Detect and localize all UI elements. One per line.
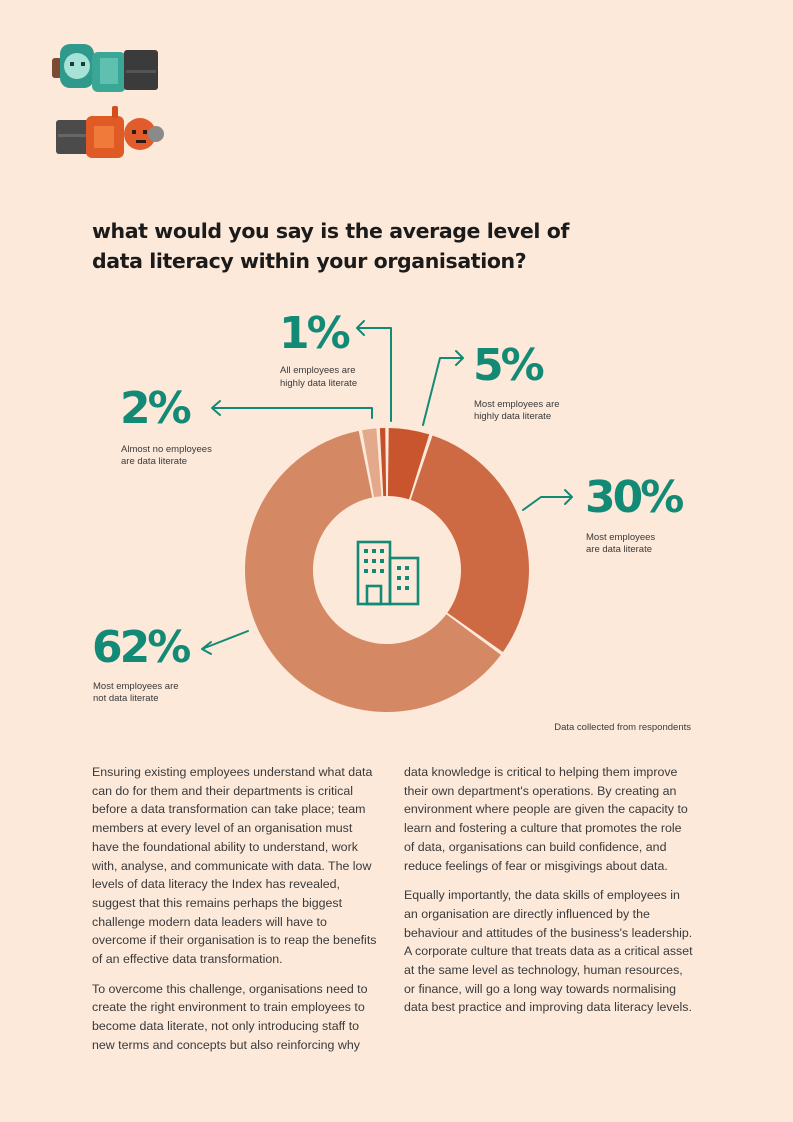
desc-label-5-line1: Most employees are [474, 399, 560, 410]
donut-segment-2pct [362, 428, 382, 498]
desc-label-62-line2: not data literate [93, 693, 159, 704]
pct-label-30: 30% [585, 472, 683, 523]
donut-segment-5pct [387, 428, 430, 500]
desc-label-2-line2: are data literate [121, 456, 187, 467]
paragraph: Equally importantly, the data skills of … [404, 888, 693, 1015]
donut-segment-30pct [410, 435, 530, 653]
pct-label-2: 2% [120, 383, 191, 434]
arrow-30pct [522, 489, 573, 511]
body-column-left: Ensuring existing employees understand w… [92, 763, 382, 1066]
desc-label-1-line2: highly data literate [280, 378, 357, 389]
source-note: Data collected from respondents [554, 722, 691, 733]
orange-figure-icon [56, 106, 164, 158]
body-column-right: data knowledge is critical to helping th… [404, 763, 694, 1028]
desc-label-1-line1: All employees are [280, 365, 356, 376]
paragraph: data knowledge is critical to helping th… [404, 765, 688, 873]
arrow-2pct [211, 400, 373, 419]
donut-segments [245, 428, 530, 712]
figurines-illustration [52, 44, 164, 158]
pct-label-5: 5% [473, 340, 544, 391]
desc-label-30-line2: are data literate [586, 544, 652, 555]
title-line-2: data literacy within your organisation? [92, 249, 527, 273]
desc-label-62-line1: Most employees are [93, 681, 179, 692]
desc-label-5-line2: highly data literate [474, 411, 551, 422]
title-line-1: what would you say is the average level … [92, 219, 569, 243]
paragraph: Ensuring existing employees understand w… [92, 765, 377, 967]
paragraph: To overcome this challenge, organisation… [92, 981, 368, 1052]
desc-label-30-line1: Most employees [586, 532, 655, 543]
donut-segment-62pct [245, 430, 501, 712]
donut-chart: 2% Almost no employees are data literate… [92, 308, 691, 733]
pct-label-62: 62% [92, 622, 190, 673]
teal-figure-icon [52, 44, 158, 92]
page-title: what would you say is the average level … [92, 216, 572, 276]
office-buildings-icon [356, 540, 420, 606]
pct-label-1: 1% [279, 308, 350, 359]
desc-label-2-line1: Almost no employees [121, 444, 212, 455]
arrow-1pct [356, 320, 392, 422]
arrow-62pct [201, 630, 249, 655]
donut-segment-1pct [379, 428, 387, 497]
arrow-5pct [422, 350, 464, 426]
